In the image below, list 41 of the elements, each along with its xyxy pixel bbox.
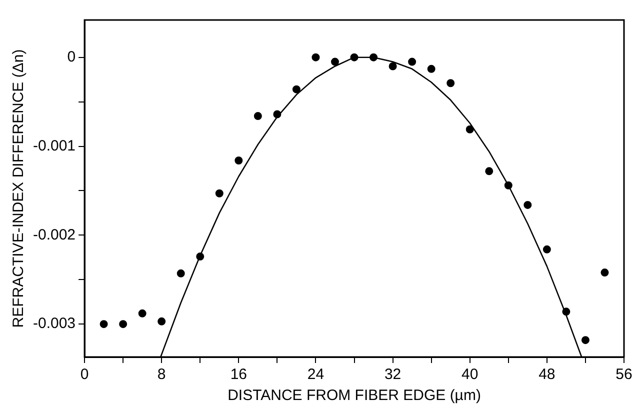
point xyxy=(485,167,494,176)
point xyxy=(388,62,397,70)
point xyxy=(234,156,243,164)
x-tick-label: 0 xyxy=(80,366,89,384)
point xyxy=(581,336,590,344)
point xyxy=(446,79,455,88)
y-tick-label: -0.001 xyxy=(32,137,76,154)
point xyxy=(138,309,146,318)
point xyxy=(119,320,128,328)
y-tick-label: -0.002 xyxy=(32,226,76,244)
point xyxy=(292,85,300,94)
y-axis-title: REFRACTIVE-INDEX DIFFERENCE (Δn) xyxy=(10,49,28,328)
point xyxy=(254,112,262,120)
point xyxy=(312,53,320,62)
point xyxy=(524,200,532,209)
point xyxy=(600,268,609,277)
point xyxy=(504,181,512,190)
point xyxy=(370,53,378,62)
x-tick-label: 48 xyxy=(538,366,556,384)
x-tick-label: 24 xyxy=(307,366,324,384)
point xyxy=(100,320,108,328)
point xyxy=(542,245,551,254)
y-tick-label: -0.003 xyxy=(32,315,76,332)
point xyxy=(562,308,570,316)
point xyxy=(273,110,282,118)
x-tick-label: 32 xyxy=(384,366,402,384)
x-tick-label: 16 xyxy=(230,366,248,384)
point xyxy=(215,189,224,198)
y-tick-label: 0 xyxy=(67,48,76,66)
x-tick-label: 40 xyxy=(462,366,478,384)
x-tick-label: 56 xyxy=(616,366,632,384)
point xyxy=(176,269,185,278)
point xyxy=(427,64,436,73)
point xyxy=(331,58,339,66)
point xyxy=(350,53,358,62)
point xyxy=(408,58,416,66)
x-tick-label: 8 xyxy=(157,366,166,384)
point xyxy=(466,125,474,134)
point xyxy=(158,317,166,326)
x-axis-title: DISTANCE FROM FIBER EDGE (µm) xyxy=(228,387,481,404)
point xyxy=(196,252,204,261)
